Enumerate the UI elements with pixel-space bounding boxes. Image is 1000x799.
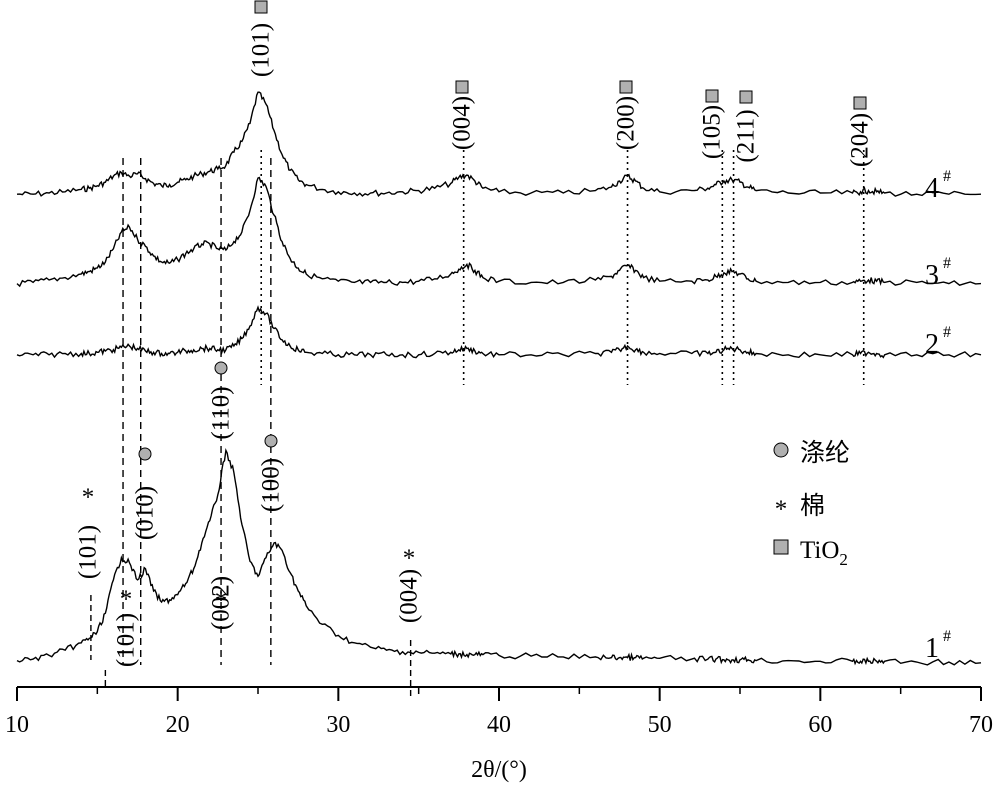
legend: 涤纶 * 棉 TiO2 bbox=[773, 438, 850, 569]
x-tick-label: 70 bbox=[969, 712, 993, 738]
sample-label-3: 3 bbox=[925, 260, 939, 291]
x-tick-label: 60 bbox=[808, 712, 832, 738]
sample-label-1: 1 bbox=[925, 633, 939, 664]
polyester-marker bbox=[214, 361, 228, 375]
tio2-marker bbox=[705, 89, 719, 103]
peak-label: (101) bbox=[75, 525, 102, 579]
polyester-marker bbox=[138, 447, 152, 461]
cotton-marker: * bbox=[120, 586, 133, 613]
x-axis-label: 2θ/(°) bbox=[471, 757, 527, 783]
tio2-marker bbox=[254, 0, 268, 14]
sample-label-sup: # bbox=[943, 168, 951, 185]
cotton-marker: * bbox=[82, 484, 95, 511]
peak-label: (100) bbox=[258, 458, 285, 512]
peak-label: (004) bbox=[396, 569, 423, 623]
peak-label: (004) bbox=[449, 96, 476, 150]
series-line-1 bbox=[16, 447, 982, 666]
legend-label: TiO2 bbox=[800, 537, 848, 569]
polyester-marker bbox=[264, 434, 278, 448]
sample-label-2: 2 bbox=[925, 329, 939, 360]
cotton-marker: * bbox=[215, 587, 228, 614]
x-axis-ticks: 10 20 30 40 50 60 70 bbox=[5, 687, 993, 738]
x-tick-label: 30 bbox=[326, 712, 350, 738]
sample-label-sup: # bbox=[943, 255, 951, 272]
legend-tio2-marker bbox=[773, 539, 789, 555]
cotton-marker: * bbox=[403, 545, 416, 572]
sample-label-sup: # bbox=[943, 628, 951, 645]
series-line-4 bbox=[16, 91, 982, 197]
legend-label: 涤纶 bbox=[800, 438, 850, 467]
legend-cotton-marker: * bbox=[775, 496, 788, 523]
x-tick-label: 50 bbox=[648, 712, 672, 738]
peak-label: (200) bbox=[613, 96, 640, 150]
peak-label: (211) bbox=[733, 109, 760, 162]
series-group bbox=[16, 91, 982, 666]
peak-label: (101) bbox=[113, 613, 140, 667]
tio2-marker bbox=[739, 90, 753, 104]
tio2-marker bbox=[455, 80, 469, 94]
x-tick-label: 10 bbox=[5, 712, 29, 738]
x-tick-label: 20 bbox=[166, 712, 190, 738]
tio2-marker bbox=[853, 96, 867, 110]
tio2-marker bbox=[619, 80, 633, 94]
sample-label-4: 4 bbox=[925, 173, 939, 204]
peak-label: (204) bbox=[847, 113, 874, 167]
legend-label: 棉 bbox=[800, 491, 825, 520]
series-line-2 bbox=[16, 305, 982, 359]
peak-label: (002) bbox=[208, 576, 235, 630]
sample-labels: 4 #3 #2 #1 # bbox=[925, 168, 951, 664]
sample-label-sup: # bbox=[943, 324, 951, 341]
peak-label: (101) bbox=[248, 23, 275, 77]
peak-label: (105) bbox=[699, 105, 726, 159]
x-tick-label: 40 bbox=[487, 712, 511, 738]
series-line-3 bbox=[16, 176, 982, 288]
peak-label: (110) bbox=[208, 386, 235, 439]
legend-polyester-marker bbox=[773, 442, 789, 458]
peak-label: (010) bbox=[132, 486, 159, 540]
reference-lines bbox=[90, 150, 865, 700]
peak-labels: (101)*(101)*(010)(110)(002)*(100)(004)*(… bbox=[75, 0, 874, 667]
